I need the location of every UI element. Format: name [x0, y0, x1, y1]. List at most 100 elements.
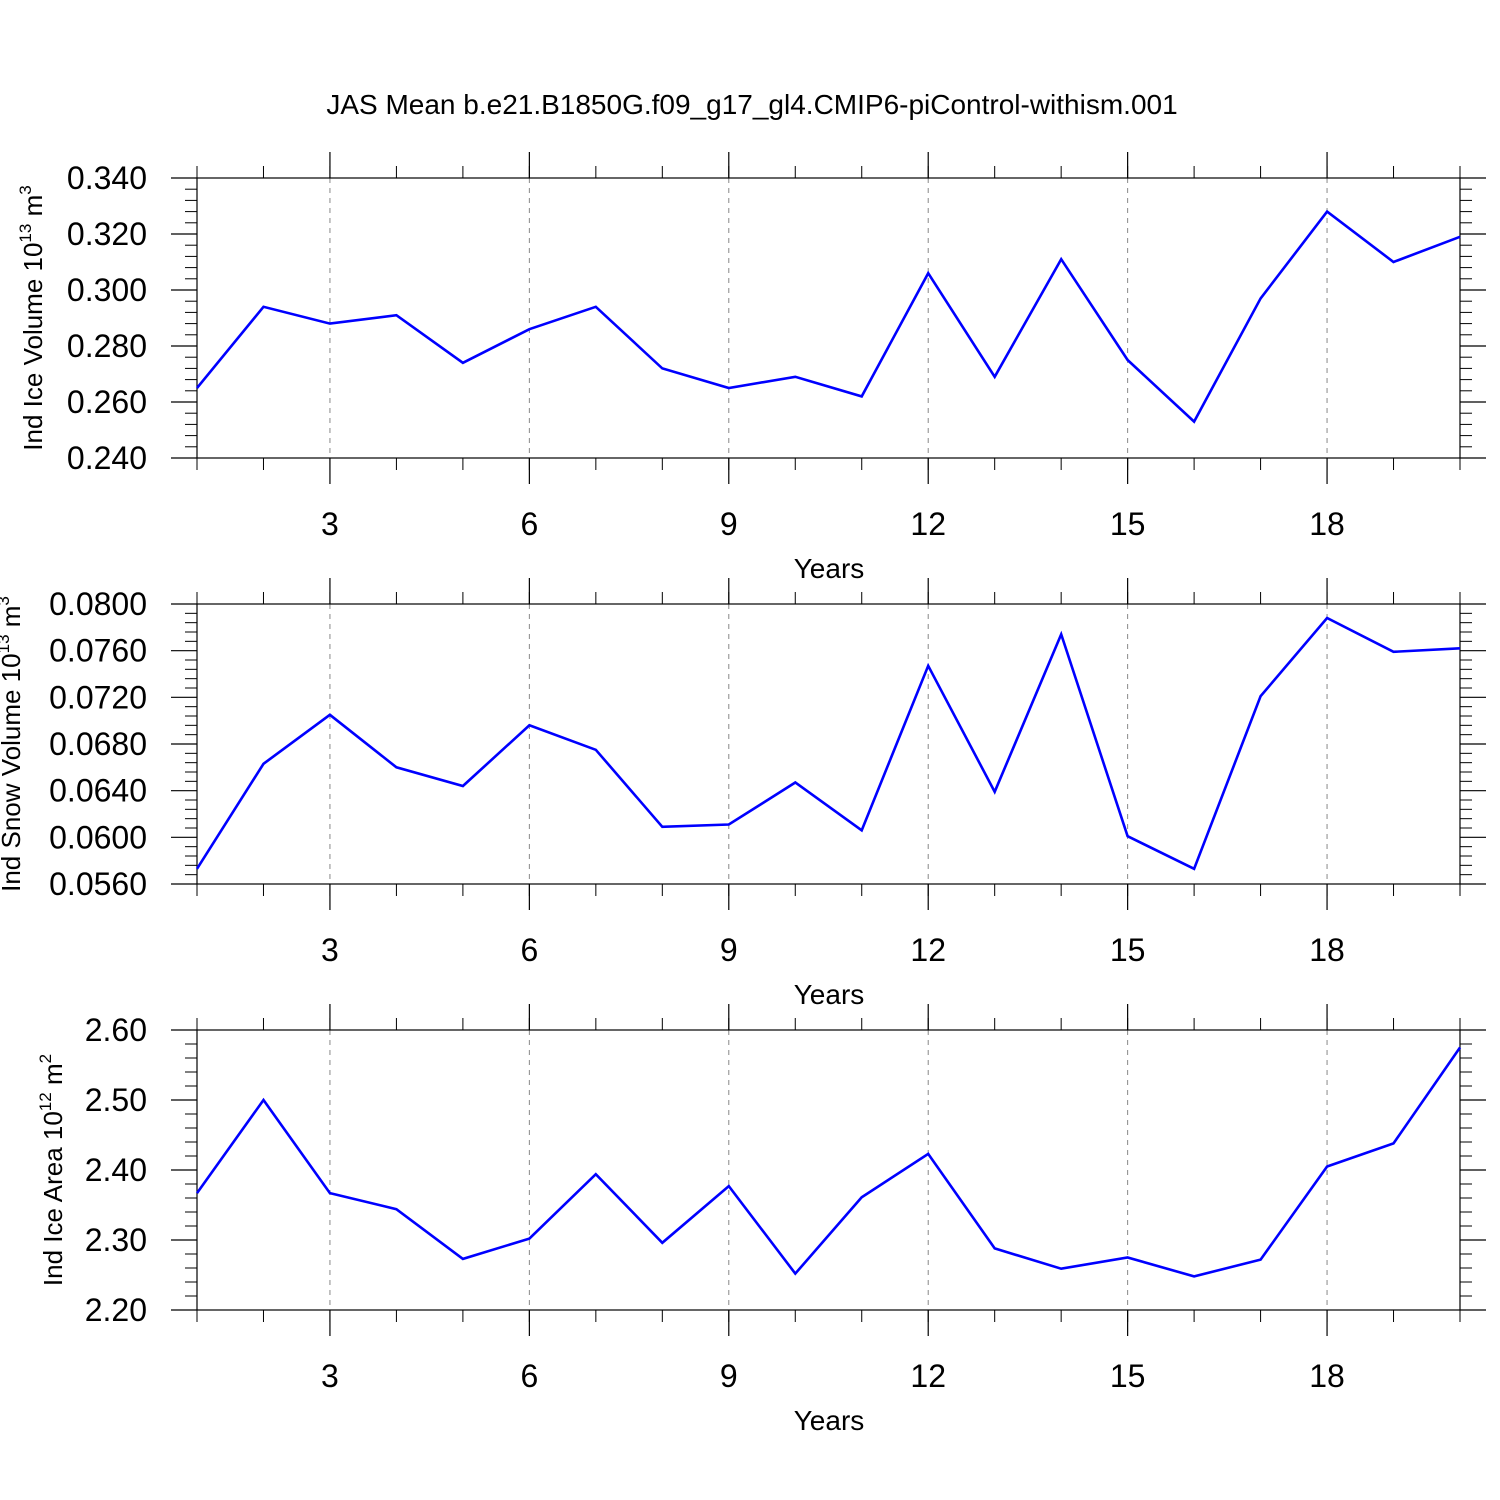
data-point: [727, 823, 731, 827]
data-point: [394, 1207, 398, 1211]
data-point: [1325, 210, 1329, 214]
plot-frame: [196, 1029, 1461, 1311]
y-axis-label: Ind Snow Volume 1013 m3: [0, 596, 26, 892]
data-point: [1392, 650, 1396, 654]
data-point: [461, 1257, 465, 1261]
x-tick-label: 9: [720, 932, 738, 968]
data-point: [926, 1152, 930, 1156]
y-tick-label: 2.30: [85, 1222, 147, 1258]
data-point: [727, 1184, 731, 1188]
data-point: [1392, 1141, 1396, 1145]
y-axis-label-text: m: [0, 606, 26, 635]
y-tick-label: 0.320: [67, 216, 147, 252]
data-point: [1059, 1267, 1063, 1271]
x-tick-label: 6: [520, 932, 538, 968]
y-tick-label: 0.300: [67, 272, 147, 308]
data-point: [1059, 632, 1063, 636]
data-point: [1458, 235, 1462, 239]
y-tick-label: 2.60: [85, 1012, 147, 1048]
figure-title: JAS Mean b.e21.B1850G.f09_g17_gl4.CMIP6-…: [326, 89, 1177, 120]
data-point: [328, 713, 332, 717]
x-tick-label: 3: [321, 1358, 339, 1394]
data-point: [1392, 260, 1396, 264]
y-tick-label: 0.0720: [49, 679, 147, 715]
data-point: [261, 1098, 265, 1102]
x-tick-label: 18: [1309, 932, 1345, 968]
data-point: [261, 762, 265, 766]
data-point: [1458, 1046, 1462, 1050]
data-point: [594, 305, 598, 309]
y-axis-label-text: m: [38, 1063, 68, 1092]
data-point: [660, 366, 664, 370]
y-axis-label-text: m: [18, 195, 48, 224]
x-tick-label: 18: [1309, 506, 1345, 542]
data-point: [261, 305, 265, 309]
y-tick-label: 2.20: [85, 1292, 147, 1328]
x-tick-label: 6: [520, 506, 538, 542]
data-point: [993, 375, 997, 379]
data-point: [394, 313, 398, 317]
data-point: [461, 784, 465, 788]
data-point: [926, 664, 930, 668]
y-tick-label: 0.0640: [49, 773, 147, 809]
data-point: [1126, 1256, 1130, 1260]
data-point: [1126, 358, 1130, 362]
x-tick-label: 12: [910, 506, 946, 542]
x-tick-label: 15: [1110, 932, 1146, 968]
data-point: [1059, 257, 1063, 261]
data-point: [1325, 616, 1329, 620]
x-tick-label: 18: [1309, 1358, 1345, 1394]
y-tick-label: 0.340: [67, 160, 147, 196]
y-tick-label: 0.0760: [49, 633, 147, 669]
y-tick-label: 0.0600: [49, 819, 147, 855]
data-point: [461, 361, 465, 365]
data-point: [195, 1191, 199, 1195]
x-tick-label: 9: [720, 1358, 738, 1394]
data-point: [594, 748, 598, 752]
data-point: [195, 386, 199, 390]
data-point: [328, 1191, 332, 1195]
data-point: [1192, 867, 1196, 871]
data-point: [793, 781, 797, 785]
data-point: [1192, 420, 1196, 424]
data-point: [1192, 1274, 1196, 1278]
y-tick-label: 2.40: [85, 1152, 147, 1188]
y-axis-label-superscript: 13: [0, 634, 13, 653]
data-point: [660, 1241, 664, 1245]
y-axis-label-superscript: 3: [16, 185, 35, 194]
data-point: [394, 765, 398, 769]
y-tick-label: 0.240: [67, 440, 147, 476]
data-point: [1126, 834, 1130, 838]
x-axis-label: Years: [794, 979, 865, 1010]
x-tick-label: 12: [910, 1358, 946, 1394]
x-axis-label: Years: [794, 1405, 865, 1436]
data-point: [1259, 694, 1263, 698]
chart-panel-1: 3 6 9 12 15 18 0.240 0.260 0.280 0.300 0.320 0.340 Y…: [16, 152, 1486, 584]
plot-frame: [196, 177, 1461, 459]
y-axis-label-superscript: 13: [16, 224, 35, 243]
y-tick-label: 0.0560: [49, 866, 147, 902]
y-axis-label-text: Ind Ice Volume 10: [18, 243, 48, 451]
x-tick-label: 3: [321, 932, 339, 968]
x-tick-label: 12: [910, 932, 946, 968]
y-axis-label-text: Ind Snow Volume 10: [0, 653, 26, 892]
data-point: [1259, 1258, 1263, 1262]
chart-panel-3: 3 6 9 12 15 18 2.20 2.30 2.40 2.50 2.60 Years Ind Ic…: [36, 1004, 1486, 1436]
y-axis-label: Ind Ice Area 1012 m2: [36, 1054, 68, 1286]
y-axis-label: Ind Ice Volume 1013 m3: [16, 185, 48, 450]
data-point: [993, 790, 997, 794]
data-point: [527, 1237, 531, 1241]
y-tick-label: 0.0680: [49, 726, 147, 762]
data-point: [527, 327, 531, 331]
x-tick-label: 6: [520, 1358, 538, 1394]
data-point: [1325, 1165, 1329, 1169]
y-axis-label-superscript: 2: [36, 1054, 55, 1063]
data-point: [993, 1246, 997, 1250]
data-point: [660, 825, 664, 829]
data-point: [926, 271, 930, 275]
y-tick-label: 2.50: [85, 1082, 147, 1118]
series-line: [195, 616, 1461, 871]
x-tick-label: 15: [1110, 506, 1146, 542]
y-tick-label: 0.260: [67, 384, 147, 420]
